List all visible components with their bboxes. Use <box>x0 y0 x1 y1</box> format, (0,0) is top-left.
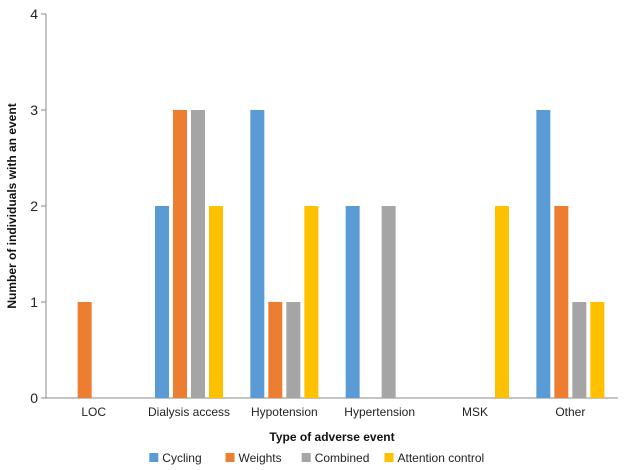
legend-label: Cycling <box>162 451 201 465</box>
y-tick-label: 3 <box>30 102 38 118</box>
bar-combined-hypertension <box>381 206 396 398</box>
bar-attention-control-msk <box>495 206 509 398</box>
y-tick-label: 4 <box>30 6 38 22</box>
bar-combined-other <box>572 302 587 398</box>
legend-swatch <box>384 453 394 462</box>
bar-cycling-hypotension <box>250 110 265 398</box>
x-axis-category-labels: LOC Dialysis access Hypotension Hypertensio… <box>81 405 585 419</box>
y-tick-label: 2 <box>30 198 38 214</box>
y-tick-label: 0 <box>30 390 38 406</box>
bar-cycling-dialysis-access <box>155 206 169 398</box>
y-axis-ticks: 0 1 2 3 4 <box>30 6 46 406</box>
bars <box>77 110 605 398</box>
bar-cycling-hypertension <box>345 206 360 398</box>
legend-swatch <box>149 453 159 462</box>
x-category-label: Hypertension <box>344 405 415 419</box>
x-category-label: Other <box>555 405 585 419</box>
legend-label: Attention control <box>398 451 485 465</box>
y-tick-label: 1 <box>30 294 38 310</box>
x-category-label: MSK <box>462 405 488 419</box>
bar-combined-dialysis-access <box>191 110 205 398</box>
legend: Cycling Weights Combined Attention control <box>149 451 484 465</box>
x-category-label: Dialysis access <box>148 405 230 419</box>
bar-attention-control-other <box>590 302 605 398</box>
legend-swatch <box>225 453 235 462</box>
legend-swatch <box>301 453 311 462</box>
bar-cycling-other <box>536 110 551 398</box>
y-axis-title: Number of individuals with an event <box>5 103 19 308</box>
legend-label: Weights <box>239 451 282 465</box>
bar-attention-control-hypotension <box>304 206 319 398</box>
bar-combined-hypotension <box>286 302 301 398</box>
x-category-label: Hypotension <box>251 405 318 419</box>
x-axis-title: Type of adverse event <box>269 430 394 444</box>
bar-weights-loc <box>77 302 92 398</box>
bar-attention-control-dialysis-access <box>209 206 223 398</box>
legend-label: Combined <box>315 451 370 465</box>
axes <box>45 14 618 399</box>
x-category-label: LOC <box>81 405 106 419</box>
bar-weights-dialysis-access <box>173 110 187 398</box>
bar-weights-hypotension <box>268 302 283 398</box>
bar-weights-other <box>554 206 569 398</box>
